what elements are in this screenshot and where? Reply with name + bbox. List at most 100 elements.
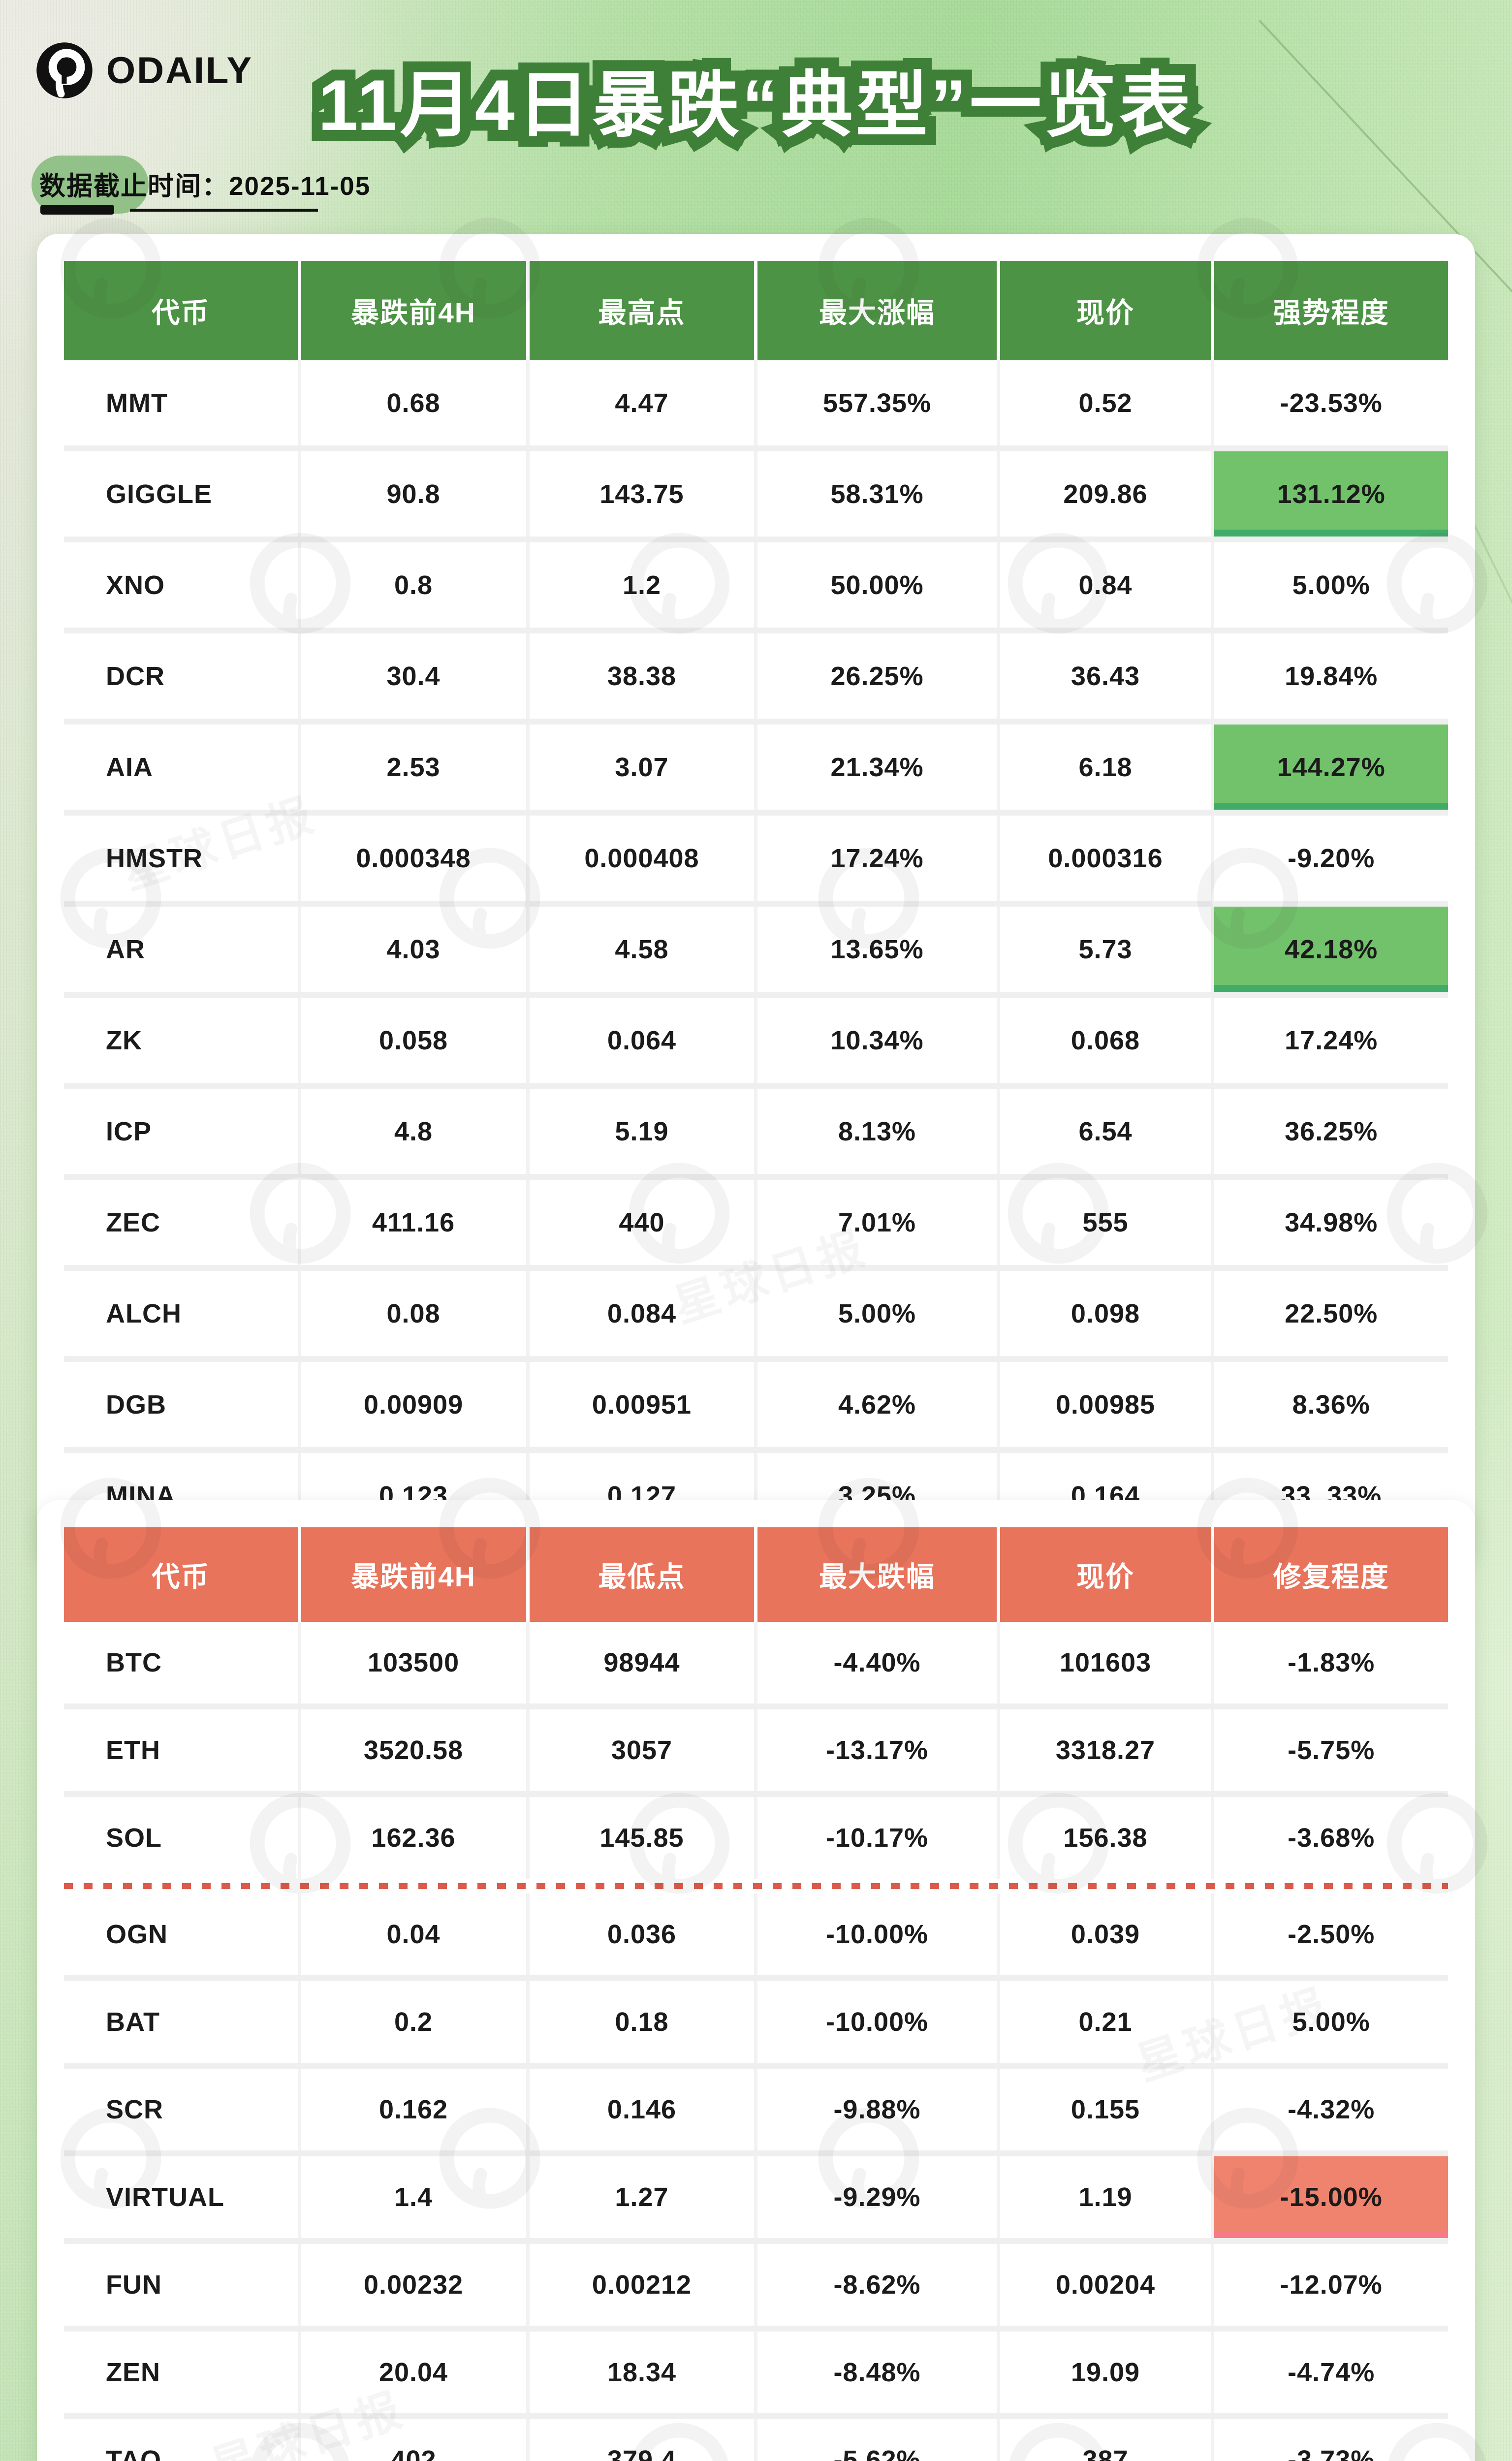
value-cell: 144.27% xyxy=(1211,722,1448,816)
column-header: 最大涨幅 xyxy=(754,261,999,360)
odaily-logo-text: ODAILY xyxy=(106,49,253,92)
token-symbol: VIRTUAL xyxy=(64,2153,300,2244)
token-row-FUN: FUN 0.00232 0.00212 -8.62% 0.00204 -12.07% xyxy=(64,2241,1448,2332)
value-cell: 18.34 xyxy=(526,2329,756,2419)
token-row-ZEC: ZEC 411.16 440 7.01% 555 34.98% xyxy=(64,1177,1448,1271)
token-symbol: DGB xyxy=(64,1359,300,1453)
value-cell: 5.73 xyxy=(996,904,1213,998)
value-cell: 17.24% xyxy=(754,813,999,907)
value-cell: 0.04 xyxy=(297,1893,528,1981)
value-cell: 0.098 xyxy=(996,1268,1213,1362)
value-cell: 0.039 xyxy=(996,1893,1213,1981)
value-cell: -13.17% xyxy=(754,1706,999,1797)
token-symbol: BAT xyxy=(64,1978,300,2069)
column-header: 最低点 xyxy=(526,1527,756,1622)
token-row-TAO: TAO 402 379.4 -5.62% 387 -3.73% xyxy=(64,2416,1448,2461)
value-cell: 0.00212 xyxy=(526,2241,756,2332)
token-symbol: GIGGLE xyxy=(64,448,300,542)
value-cell: 38.38 xyxy=(526,631,756,725)
value-cell: 3520.58 xyxy=(297,1706,528,1797)
value-cell: 555 xyxy=(996,1177,1213,1271)
date-underline-thick xyxy=(40,205,114,215)
value-cell: 411.16 xyxy=(297,1177,528,1271)
value-cell: 557.35% xyxy=(754,360,999,451)
value-cell: 162.36 xyxy=(297,1794,528,1879)
value-cell: 1.4 xyxy=(297,2153,528,2244)
value-cell: 13.65% xyxy=(754,904,999,998)
column-header: 强势程度 xyxy=(1211,261,1448,360)
token-row-DGB: DGB 0.00909 0.00951 4.62% 0.00985 8.36% xyxy=(64,1359,1448,1453)
value-cell: 3057 xyxy=(526,1706,756,1797)
value-cell: -8.48% xyxy=(754,2329,999,2419)
value-cell: 3.07 xyxy=(526,722,756,816)
value-cell: 36.25% xyxy=(1211,1086,1448,1180)
value-cell: 19.09 xyxy=(996,2329,1213,2419)
token-symbol: MMT xyxy=(64,360,300,451)
value-cell: 4.58 xyxy=(526,904,756,998)
token-row-ZEN: ZEN 20.04 18.34 -8.48% 19.09 -4.74% xyxy=(64,2329,1448,2419)
token-row-AIA: AIA 2.53 3.07 21.34% 6.18 144.27% xyxy=(64,722,1448,816)
value-cell: 440 xyxy=(526,1177,756,1271)
value-cell: 5.00% xyxy=(1211,1978,1448,2069)
token-row-AR: AR 4.03 4.58 13.65% 5.73 42.18% xyxy=(64,904,1448,998)
value-cell: 36.43 xyxy=(996,631,1213,725)
value-cell: -4.40% xyxy=(754,1622,999,1709)
token-symbol: ICP xyxy=(64,1086,300,1180)
token-row-OGN: OGN 0.04 0.036 -10.00% 0.039 -2.50% xyxy=(64,1893,1448,1981)
header-row: 代币 暴跌前4H 最低点 最大跌幅 现价 修复程度 xyxy=(64,1527,1448,1622)
value-cell: 21.34% xyxy=(754,722,999,816)
token-row-DCR: DCR 30.4 38.38 26.25% 36.43 19.84% xyxy=(64,631,1448,725)
odaily-logo: ODAILY xyxy=(35,41,253,99)
value-cell: 156.38 xyxy=(996,1794,1213,1879)
odaily-logo-icon xyxy=(36,42,93,98)
value-cell: 50.00% xyxy=(754,539,999,633)
value-cell: 0.162 xyxy=(297,2066,528,2156)
token-symbol: DCR xyxy=(64,631,300,725)
dashed-separator-line xyxy=(64,1883,1448,1889)
value-cell: 26.25% xyxy=(754,631,999,725)
value-cell: 0.155 xyxy=(996,2066,1213,2156)
value-cell: 5.00% xyxy=(1211,539,1448,633)
value-cell: 42.18% xyxy=(1211,904,1448,998)
token-row-ICP: ICP 4.8 5.19 8.13% 6.54 36.25% xyxy=(64,1086,1448,1180)
value-cell: 402 xyxy=(297,2416,528,2461)
token-symbol: SOL xyxy=(64,1794,300,1879)
token-row-BTC: BTC 103500 98944 -4.40% 101603 -1.83% xyxy=(64,1622,1448,1709)
value-cell: -5.62% xyxy=(754,2416,999,2461)
page-title: 11月4日暴跌“典型”一览表 11月4日暴跌“典型”一览表 xyxy=(307,47,1202,156)
value-cell: 0.036 xyxy=(526,1893,756,1981)
value-cell: 143.75 xyxy=(526,448,756,542)
value-cell: -10.00% xyxy=(754,1893,999,1981)
column-header: 暴跌前4H xyxy=(297,1527,528,1622)
value-cell: 22.50% xyxy=(1211,1268,1448,1362)
value-cell: -3.68% xyxy=(1211,1794,1448,1879)
value-cell: 1.19 xyxy=(996,2153,1213,2244)
value-cell: -4.32% xyxy=(1211,2066,1448,2156)
value-cell: -5.75% xyxy=(1211,1706,1448,1797)
token-row-BAT: BAT 0.2 0.18 -10.00% 0.21 5.00% xyxy=(64,1978,1448,2069)
value-cell: 1.2 xyxy=(526,539,756,633)
date-cutoff-label: 数据截止时间：2025-11-05 xyxy=(39,172,371,201)
value-cell: -8.62% xyxy=(754,2241,999,2332)
value-cell: 8.36% xyxy=(1211,1359,1448,1453)
value-cell: -15.00% xyxy=(1211,2153,1448,2244)
page-title-outline: 11月4日暴跌“典型”一览表 xyxy=(307,54,1202,156)
pump-table-card: 代币 暴跌前4H 最高点 最大涨幅 现价 强势程度 MMT 0.68 4.47 557.35% 0.… xyxy=(37,234,1475,1565)
token-row-ALCH: ALCH 0.08 0.084 5.00% 0.098 22.50% xyxy=(64,1268,1448,1362)
value-cell: 0.058 xyxy=(297,995,528,1089)
column-header: 最高点 xyxy=(526,261,756,360)
pump-table: 代币 暴跌前4H 最高点 最大涨幅 现价 强势程度 MMT 0.68 4.47 557.35% 0.… xyxy=(64,261,1448,1538)
value-cell: 6.54 xyxy=(996,1086,1213,1180)
token-row-HMSTR: HMSTR 0.000348 0.000408 17.24% 0.000316 -9.20… xyxy=(64,813,1448,907)
token-symbol: ZK xyxy=(64,995,300,1089)
dump-table: 代币 暴跌前4H 最低点 最大跌幅 现价 修复程度 BTC 103500 98944 -4.40%… xyxy=(64,1527,1448,2461)
value-cell: 0.00232 xyxy=(297,2241,528,2332)
token-symbol: BTC xyxy=(64,1622,300,1709)
value-cell: 0.00951 xyxy=(526,1359,756,1453)
value-cell: -9.88% xyxy=(754,2066,999,2156)
value-cell: 0.00204 xyxy=(996,2241,1213,2332)
token-symbol: AR xyxy=(64,904,300,998)
value-cell: 0.8 xyxy=(297,539,528,633)
value-cell: 4.47 xyxy=(526,360,756,451)
value-cell: 0.21 xyxy=(996,1978,1213,2069)
